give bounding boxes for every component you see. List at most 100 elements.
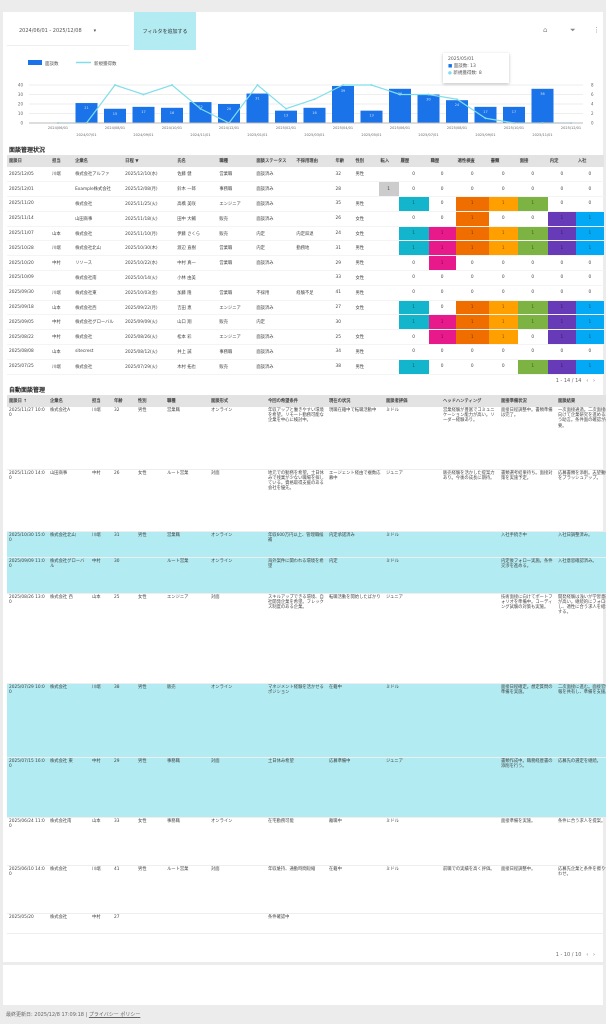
column-header[interactable]: 年齢 [112,395,136,407]
column-header[interactable]: 日程 ▼ [123,155,176,167]
table-row[interactable]: 2025/09/09 11:00 株式会社グローバル 中村 30 ルート営業 オンライン海… [7,557,606,594]
column-header[interactable]: 年齢 [333,155,354,167]
column-header[interactable]: ヘッドハンティング [441,395,499,407]
table-row[interactable]: 2025/10/20 中村 リソース 2025/10/22(水) 中村 真一 営業職 面談済… [7,255,604,272]
table-cell: エンジニア [217,196,255,212]
column-header[interactable]: 性別 [353,155,379,167]
table-cell: 面談済み [254,167,295,183]
filter-reset-icon[interactable]: ⌂ [543,26,548,34]
column-header[interactable]: 書類 [488,155,518,167]
x-tick-label: 2025/12/01 [561,126,581,130]
table-row[interactable]: 2025/09/18 山本 株式会社西 2025/09/22(月) 吉田 恵エンジニア面… [7,300,604,316]
table-cell: 入社手続き中 [499,531,556,558]
table-row[interactable]: 2025/12/01 Example株式会社 2025/12/08(月) 鈴木 一郎事… [7,181,604,198]
table-row[interactable]: 2025/10/28 川端 株式会社北山 2025/10/30(木) 渡辺 直樹 営業職内… [7,240,604,257]
table-row[interactable]: 2025/08/26 13:00 株式会社 西山本 25 女性 エンジニア 対面 スキルアッ… [7,593,606,684]
table-cell: 株式会社 [48,683,90,758]
table-cell: 販売 [165,683,209,758]
metric-cell-amber: 0 [488,359,518,375]
metric-cell-purple: 0 [547,196,576,212]
table-cell: 営業職 [217,285,255,301]
table-cell [136,557,165,594]
column-header[interactable]: 履歴 [398,155,429,167]
table1-pager[interactable]: 1 - 14 / 14 ‹ › [555,378,595,384]
column-header[interactable]: 面談結果 [556,395,606,407]
table-cell: ミドル [384,531,441,558]
table-row[interactable]: 2025/07/29 10:00 株式会社 川端 38 男性 販売 オンライン マネジメント経… [7,683,606,758]
column-header[interactable]: 入社 [575,155,604,167]
metric-cell-amber: 0 [488,167,518,183]
auto-interview-table: 面談日 ↑ 企業名 担当 年齢 性別 職種 面談形式 今回の希望条件 現在の状況 面談者評価 ヘッド… [7,395,606,934]
table-cell [327,913,384,934]
table-row[interactable]: 2025/10/30 15:00 株式会社北山 川端 31 男性 営業職 オンライン 年収60… [7,531,606,558]
table-cell: 販売 [217,359,255,375]
metric-cell-teal: 1 [398,196,429,212]
metric-cell-purple: 1 [547,211,576,227]
table-cell: 中村 [50,314,74,331]
table-row[interactable]: 2025/07/25 川端 株式会社 2025/07/29(火) 木村 拓也 販売 面談済み… [7,359,604,375]
table-cell: 株式会社 東 [48,757,90,818]
table-cell: エンジニア [217,300,255,316]
column-header[interactable]: 企業名 [48,395,90,407]
table-row[interactable]: 2025/08/08 山本 sitecrest 2025/08/12(火) 井上 誠事務… [7,344,604,360]
column-header[interactable]: 適性検査 [455,155,489,167]
bar-data-label: 39 [341,89,345,93]
line-point [427,93,430,96]
bar-data-label: 36 [540,92,544,96]
add-filter-button[interactable]: フィルタを追加する [134,12,196,50]
column-header[interactable]: 面談日 [7,155,51,167]
table-cell: 事務職 [165,757,209,818]
column-header[interactable]: 担当 [50,155,74,167]
table-row[interactable]: 2025/10/09 株式会社南 2025/10/14(火) 小林 由美 33 女性 0 0 0… [7,270,604,286]
metric-cell-orange: 0 [455,359,489,375]
metric-cell-amber: 0 [488,211,518,227]
table-cell: 2025/11/27 10:00 [7,407,48,470]
column-header[interactable]: 面接 [517,155,548,167]
privacy-link[interactable]: プライバシー ポリシー [88,1012,141,1018]
filter-icon[interactable]: ⏷ [570,26,576,34]
table-row[interactable]: 2025/06/10 14:00 株式会社 川端 41 男性 ルート営業 対面 年収維持、通勤… [7,865,606,914]
metric-cell-orange: 1 [455,314,489,331]
column-header[interactable]: 氏名 [175,155,218,167]
column-header[interactable]: 職種 [165,395,209,407]
column-header[interactable]: 担当 [90,395,112,407]
date-range-picker[interactable]: 2024/06/01 - 2025/12/08 ▾ [7,16,129,46]
column-header[interactable]: 内定 [547,155,576,167]
table-row[interactable]: 2025/11/07 山本 株式会社 2025/11/10(月) 伊藤 さくら 販売 内定内… [7,226,604,242]
table-row[interactable]: 2025/05/20 株式会社 中村 27 条件確認中 [7,913,606,934]
column-header[interactable]: 職歴 [428,155,456,167]
table-cell: ルート営業 [165,469,209,532]
column-header[interactable]: 面談日 ↑ [7,395,48,407]
table-row[interactable]: 2025/07/15 16:00 株式会社 東中村 29 男性 事務職 対面 土日休み希望応… [7,757,606,818]
metric-cell-purple: 1 [547,359,576,375]
table-cell [50,211,74,227]
table-cell: 26 [112,469,136,532]
table-row[interactable]: 2025/12/05 川端 株式会社アルファ 2025/12/10(水) 佐藤 健営業職… [7,167,604,183]
table-row[interactable]: 2025/11/27 10:00 株式会社A 川端 32 男性 営業職 オンライン 年収アップ… [7,407,606,470]
table-row[interactable]: 2025/08/22 中村 株式会社 2025/08/26(火) 松本 彩エンジニア 面談… [7,329,604,346]
table-row[interactable]: 2025/09/05 中村 株式会社グローバル 2025/09/09(火) 山口 翔販売… [7,314,604,331]
more-vert-icon[interactable]: ⋮ [593,26,600,34]
bar [446,100,468,123]
column-header[interactable]: 面談者評価 [384,395,441,407]
table-cell: 2025/06/24 11:00 [7,817,48,866]
column-header[interactable]: 性別 [136,395,165,407]
table-row[interactable]: 2025/11/20 株式会社 2025/11/25(火) 高橋 美咲 エンジニア 面談済… [7,196,604,212]
column-header[interactable]: 今回の希望条件 [266,395,327,407]
column-header[interactable]: 不採用理由 [294,155,334,167]
table-row[interactable]: 2025/11/20 14:00 山田商事 中村 26 女性 ルート営業 対面 地元での勤務を… [7,469,606,532]
column-header[interactable]: 職種 [217,155,255,167]
column-header[interactable]: 企業名 [73,155,124,167]
table2-pager[interactable]: 1 - 10 / 10 ‹ › [555,952,595,958]
table-cell: 中村 [90,757,112,818]
table-row[interactable]: 2025/06/24 11:00 株式会社南 山本 33 女性 事務職 オンライン 在宅勤務可… [7,817,606,866]
table-row[interactable]: 2025/11/14 山田商事 2025/11/18(火) 田中 大輔 販売 面談済み 26… [7,211,604,227]
table-row[interactable]: 2025/09/30 川端 株式会社東 2025/10/03(金) 加藤 隆営業職 不採用… [7,285,604,301]
column-header[interactable]: 面談ステータス [254,155,295,167]
column-header[interactable]: 面接準備状況 [499,395,556,407]
metric-cell-blue: 1 [575,226,604,242]
column-header[interactable]: 現在の状況 [327,395,384,407]
column-header[interactable]: 面談形式 [209,395,266,407]
column-header[interactable]: 転入 [378,155,399,167]
